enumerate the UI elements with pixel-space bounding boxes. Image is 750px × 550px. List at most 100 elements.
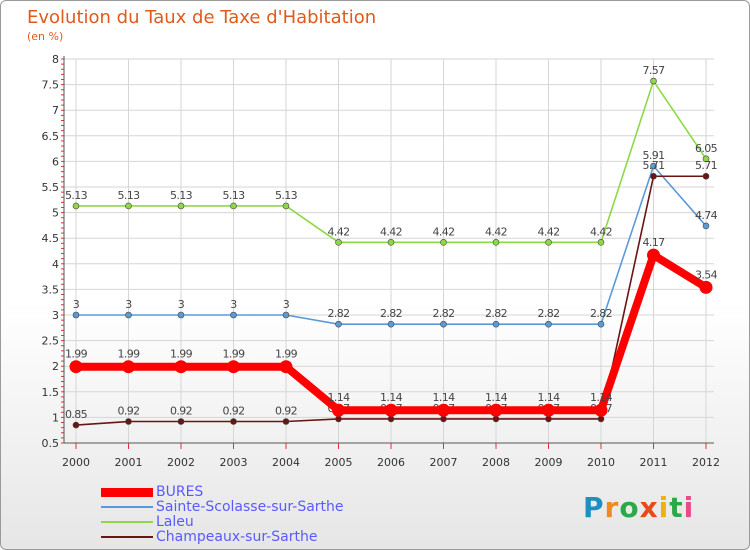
series-point	[227, 360, 240, 374]
series-point	[332, 403, 345, 417]
data-label: 3.54	[695, 268, 718, 281]
data-label: 5.13	[275, 189, 298, 202]
series-point	[440, 320, 447, 328]
y-tick-label: 4	[52, 258, 59, 271]
series-point	[699, 280, 713, 294]
x-tick-label: 2005	[325, 456, 353, 469]
legend-label: Sainte-Scolasse-sur-Sarthe	[156, 499, 344, 515]
data-label: 0.92	[275, 404, 297, 417]
data-label: 2.82	[432, 307, 454, 320]
data-label: 4.42	[432, 225, 454, 238]
legend-swatch	[101, 506, 153, 508]
series-point	[230, 202, 237, 210]
data-label: 3	[283, 298, 290, 311]
data-label: 0.92	[170, 404, 192, 417]
y-tick-label: 0.5	[42, 437, 60, 450]
data-label: 6.05	[695, 142, 718, 155]
data-label: 5.71	[642, 159, 664, 172]
data-label: 3	[125, 298, 132, 311]
data-label: 4.74	[695, 209, 718, 222]
series-point	[492, 415, 500, 423]
x-tick-label: 2001	[115, 456, 143, 469]
series-point	[597, 415, 605, 423]
data-label: 1.14	[537, 391, 560, 404]
data-label: 5.71	[695, 159, 717, 172]
x-tick-label: 2011	[640, 456, 668, 469]
data-label: 4.42	[485, 225, 507, 238]
data-label: 3	[73, 298, 80, 311]
data-label: 2.82	[485, 307, 507, 320]
x-tick-label: 2007	[430, 456, 458, 469]
series-point	[545, 415, 552, 423]
legend-label: Laleu	[156, 514, 194, 530]
x-tick-label: 2000	[62, 456, 90, 469]
data-label: 0.92	[222, 404, 244, 417]
data-label: 5.13	[65, 189, 88, 202]
series-point	[72, 311, 80, 319]
y-tick-label: 7	[52, 104, 59, 117]
y-tick-label: 4.5	[42, 232, 60, 245]
series-point	[437, 403, 450, 417]
series-point	[384, 403, 398, 417]
series-point	[702, 222, 710, 230]
x-tick-label: 2002	[167, 456, 195, 469]
data-label: 1.14	[590, 391, 613, 404]
series-point	[125, 311, 132, 319]
series-point	[650, 77, 657, 85]
data-label: 1.99	[170, 348, 193, 361]
data-label: 4.42	[327, 225, 349, 238]
y-tick-label: 7.5	[42, 79, 60, 92]
logo-letter: i	[658, 491, 670, 524]
series-point	[387, 238, 395, 246]
data-label: 3	[230, 298, 237, 311]
x-tick-label: 2012	[692, 456, 720, 469]
data-label: 4.42	[590, 225, 612, 238]
series-point	[647, 248, 660, 262]
logo-letter: i	[683, 491, 695, 524]
data-label: 7.57	[642, 64, 665, 77]
series-point	[440, 238, 447, 246]
series-point	[230, 418, 237, 425]
series-point	[545, 238, 552, 246]
series-point	[594, 403, 608, 417]
data-label: 1.99	[222, 348, 245, 361]
series-point	[125, 418, 132, 425]
series-point	[650, 172, 657, 180]
y-tick-label: 1.5	[42, 386, 60, 399]
logo-letter: o	[619, 491, 640, 524]
series-point	[702, 172, 710, 180]
series-point	[177, 311, 185, 319]
series-point	[72, 202, 80, 210]
data-label: 0.92	[117, 404, 139, 417]
legend-swatch	[101, 521, 153, 523]
data-label: 1.99	[275, 348, 298, 361]
series-point	[702, 155, 710, 163]
logo-letter: x	[639, 491, 659, 524]
y-tick-label: 1	[52, 411, 59, 424]
data-label: 4.42	[380, 225, 402, 238]
series-point	[174, 360, 188, 374]
chart-title: Evolution du Taux de Taxe d'Habitation	[27, 7, 377, 28]
y-tick-label: 8	[52, 53, 59, 66]
data-label: 5.13	[222, 189, 245, 202]
series-point	[650, 162, 657, 170]
data-label: 1.14	[485, 391, 508, 404]
series-point	[69, 360, 83, 374]
data-label: 4.17	[642, 236, 665, 249]
y-tick-label: 5	[52, 207, 59, 220]
y-tick-label: 6.5	[42, 130, 60, 143]
x-tick-label: 2008	[482, 456, 510, 469]
data-label: 2.82	[380, 307, 402, 320]
series-point	[335, 415, 342, 423]
series-point	[597, 238, 605, 246]
series-point	[492, 320, 500, 328]
x-tick-label: 2003	[220, 456, 248, 469]
series-point	[545, 320, 552, 328]
logo-letter: t	[669, 491, 684, 524]
x-tick-label: 2006	[377, 456, 405, 469]
y-tick-label: 2.5	[42, 335, 60, 348]
data-label: 1.99	[65, 348, 88, 361]
x-tick-label: 2010	[587, 456, 615, 469]
